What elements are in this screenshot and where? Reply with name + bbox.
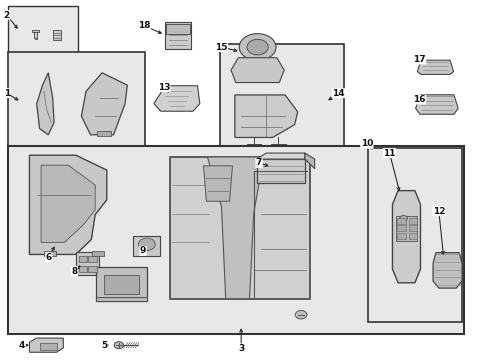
Polygon shape: [203, 166, 232, 201]
Bar: [35, 38, 37, 39]
Text: 6: 6: [45, 253, 52, 262]
Polygon shape: [169, 157, 309, 299]
Text: 5: 5: [101, 341, 107, 350]
Bar: [8, 6, 78, 54]
Bar: [97, 131, 111, 136]
Bar: [367, 148, 461, 322]
Text: 4: 4: [19, 341, 25, 350]
Bar: [165, 24, 189, 35]
Circle shape: [295, 310, 306, 319]
Circle shape: [114, 342, 123, 349]
Polygon shape: [392, 191, 420, 283]
Text: 14: 14: [332, 89, 345, 98]
Polygon shape: [37, 73, 54, 135]
Polygon shape: [230, 58, 284, 82]
Bar: [32, 30, 39, 32]
Polygon shape: [305, 153, 314, 169]
Bar: [76, 252, 99, 275]
Text: 16: 16: [412, 95, 425, 104]
Bar: [8, 53, 145, 148]
Bar: [79, 266, 87, 272]
Polygon shape: [41, 165, 95, 243]
Circle shape: [239, 33, 275, 60]
Text: 8: 8: [71, 267, 78, 276]
Polygon shape: [29, 155, 106, 255]
Bar: [44, 251, 56, 256]
Bar: [96, 267, 146, 301]
Bar: [395, 216, 416, 241]
Polygon shape: [432, 253, 461, 288]
Bar: [88, 256, 97, 262]
Polygon shape: [416, 60, 453, 75]
Text: 7: 7: [255, 158, 262, 167]
Polygon shape: [154, 86, 200, 111]
Bar: [34, 31, 38, 38]
Bar: [408, 218, 416, 224]
Bar: [256, 159, 305, 183]
Bar: [96, 297, 146, 301]
Circle shape: [399, 215, 407, 221]
Bar: [133, 237, 160, 256]
Bar: [397, 225, 405, 231]
Polygon shape: [256, 153, 305, 159]
Bar: [408, 233, 416, 239]
Bar: [53, 30, 61, 40]
Text: 13: 13: [157, 83, 170, 92]
Text: 3: 3: [238, 344, 244, 353]
Text: 1: 1: [3, 89, 10, 98]
Bar: [103, 275, 139, 294]
Text: 11: 11: [383, 149, 395, 158]
Polygon shape: [207, 157, 263, 299]
Polygon shape: [81, 73, 127, 135]
Text: 17: 17: [412, 55, 425, 64]
Text: 2: 2: [3, 11, 10, 20]
Text: 12: 12: [432, 207, 444, 216]
Text: 10: 10: [360, 139, 372, 148]
Polygon shape: [234, 95, 297, 138]
Text: 9: 9: [140, 246, 146, 255]
Bar: [164, 22, 191, 49]
Bar: [79, 256, 87, 262]
Bar: [220, 44, 343, 148]
Bar: [408, 225, 416, 231]
Text: 15: 15: [215, 42, 227, 51]
Circle shape: [138, 238, 155, 251]
Polygon shape: [29, 338, 63, 352]
Circle shape: [246, 39, 268, 55]
Bar: [92, 251, 104, 256]
Bar: [397, 218, 405, 224]
Bar: [40, 343, 57, 350]
Text: 18: 18: [138, 21, 150, 30]
Bar: [8, 146, 464, 334]
Polygon shape: [415, 95, 457, 114]
Bar: [397, 233, 405, 239]
Bar: [88, 266, 97, 272]
